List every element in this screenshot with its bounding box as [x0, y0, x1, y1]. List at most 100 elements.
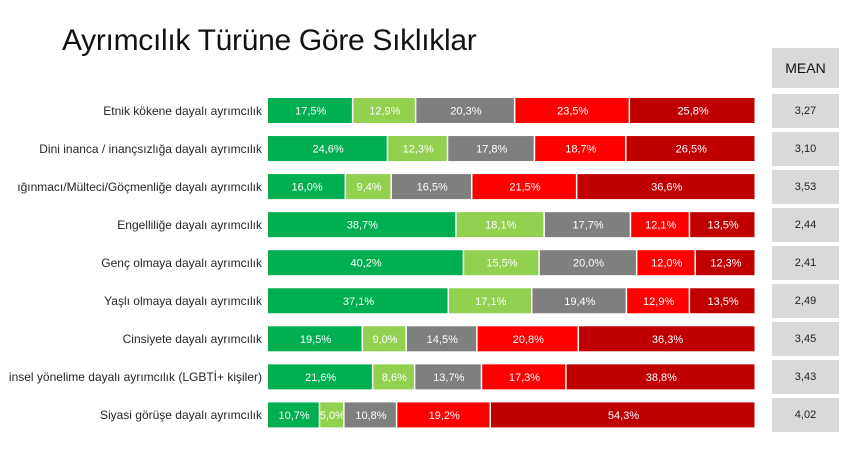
data-label: 18,7%	[565, 144, 596, 156]
category-label: Engelliliğe dayalı ayrımcılık	[117, 217, 262, 232]
bar-segment	[353, 98, 415, 123]
bar-segment	[268, 174, 345, 200]
chart-title: Ayrımcılık Türüne Göre Sıklıklar	[62, 24, 477, 57]
data-label: 38,8%	[646, 372, 677, 384]
bar-segment	[566, 364, 755, 390]
category-label: ığınmacı/Mülteci/Göçmenliğe dayalı ayrım…	[17, 179, 262, 194]
bar-segment	[577, 174, 755, 200]
bar-segment	[630, 98, 755, 123]
bar-segment	[477, 326, 578, 352]
bar-segment	[535, 136, 626, 162]
mean-column: MEAN 3,27 3,10 3,53 2,44 2,41 2,49 3,45 3,43 4,0…	[772, 48, 839, 435]
bar-segment	[449, 288, 531, 314]
bar-segment	[344, 402, 396, 428]
bar-segment	[397, 402, 490, 428]
bar-segment	[416, 98, 514, 123]
data-label: 20,0%	[573, 258, 604, 270]
data-label: 12,0%	[651, 258, 682, 270]
data-label: 40,2%	[350, 258, 381, 270]
category-label: Etnik kökene dayalı ayrımcılık	[103, 103, 262, 118]
data-label: 19,5%	[300, 334, 331, 346]
data-label: 5,0%	[320, 410, 345, 422]
data-label: 19,2%	[429, 410, 460, 422]
mean-value: 2,49	[772, 283, 839, 318]
bar-segment	[320, 402, 344, 428]
bar-segment	[406, 326, 477, 352]
bar-segment	[482, 364, 566, 390]
mean-header: MEAN	[772, 48, 839, 88]
data-label: 10,7%	[279, 410, 310, 422]
bar-segment	[515, 98, 629, 123]
mean-value: 3,45	[772, 321, 839, 356]
bar-segment	[472, 174, 576, 200]
bar-segment	[268, 364, 372, 390]
mean-value: 3,27	[772, 93, 839, 128]
mean-value: 3,43	[772, 359, 839, 394]
mean-value: 4,02	[772, 397, 839, 432]
bar-segment	[579, 326, 755, 352]
bars-svg: 17,5% 12,9% 20,3% 23,5% 25,8% 24,6% 12,3% 17,8%…	[268, 98, 755, 428]
mean-value: 3,53	[772, 169, 839, 204]
bar-segment	[544, 212, 630, 238]
category-label-column: Etnik kökene dayalı ayrımcılık Dini inanc…	[0, 0, 262, 459]
bar-segment	[373, 364, 414, 390]
bar-segment	[268, 98, 352, 123]
bar-segment	[268, 326, 362, 352]
bar-segment	[268, 402, 319, 428]
bar-segment	[363, 326, 406, 352]
data-label: 12,3%	[403, 144, 434, 156]
bar-segment	[626, 136, 755, 162]
category-label: Yaşlı olmaya dayalı ayrımcılık	[104, 293, 262, 308]
data-label: 24,6%	[312, 144, 343, 156]
data-label: 36,3%	[652, 334, 683, 346]
data-label: 12,9%	[369, 106, 400, 118]
bar-segment	[695, 250, 755, 276]
category-label: Siyasi görüşe dayalı ayrımcılık	[99, 407, 262, 422]
bar-segment	[346, 174, 391, 200]
bar-segment	[268, 136, 387, 162]
data-label: 9,0%	[372, 334, 397, 346]
data-label: 16,5%	[417, 182, 448, 194]
data-label: 20,8%	[513, 334, 544, 346]
bar-segment	[448, 136, 534, 162]
data-label: 21,6%	[305, 372, 336, 384]
data-label: 20,3%	[450, 106, 481, 118]
bar-segment	[415, 364, 481, 390]
data-label: 10,8%	[355, 410, 386, 422]
bar-segment	[539, 250, 636, 276]
data-label: 21,5%	[509, 182, 540, 194]
data-label: 17,8%	[476, 144, 507, 156]
data-label: 12,3%	[710, 258, 741, 270]
category-label: insel yönelime dayalı ayrımcılık (LGBTİ+…	[8, 369, 262, 384]
data-label: 13,7%	[433, 372, 464, 384]
bar-segment	[388, 136, 447, 162]
data-label: 17,5%	[295, 106, 326, 118]
data-label: 13,5%	[707, 296, 738, 308]
data-label: 16,0%	[291, 182, 322, 194]
data-label: 23,5%	[557, 106, 588, 118]
data-label: 18,1%	[485, 220, 516, 232]
data-label: 38,7%	[347, 220, 378, 232]
data-label: 54,3%	[608, 410, 639, 422]
bar-segment	[268, 250, 463, 276]
bar-segment	[491, 402, 755, 428]
bar-segment	[690, 212, 755, 238]
data-label: 8,6%	[382, 372, 407, 384]
category-label: Genç olmaya dayalı ayrımcılık	[101, 255, 262, 270]
data-label: 17,3%	[509, 372, 540, 384]
data-label: 13,5%	[707, 220, 738, 232]
data-label: 17,1%	[475, 296, 506, 308]
bar-segment	[637, 250, 695, 276]
category-label: Cinsiyete dayalı ayrımcılık	[122, 331, 262, 346]
stacked-bar-plot: 17,5% 12,9% 20,3% 23,5% 25,8% 24,6% 12,3% 17,8%…	[268, 88, 772, 433]
bar-segment	[627, 288, 689, 314]
category-label: Dini inanca / inançsızlığa dayalı ayrımc…	[39, 141, 262, 156]
data-label: 12,1%	[645, 220, 676, 232]
data-label: 36,6%	[651, 182, 682, 194]
bar-segment	[391, 174, 471, 200]
data-label: 25,8%	[677, 106, 708, 118]
data-label: 26,5%	[676, 144, 707, 156]
data-label: 37,1%	[343, 296, 374, 308]
bar-segment	[456, 212, 544, 238]
data-label: 15,5%	[486, 258, 517, 270]
